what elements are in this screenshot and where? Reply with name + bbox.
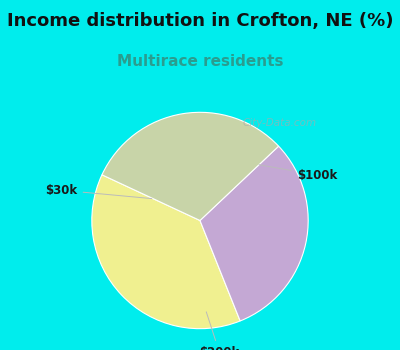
Wedge shape xyxy=(102,112,279,220)
Text: $30k: $30k xyxy=(46,184,152,198)
Text: $100k: $100k xyxy=(259,165,337,182)
Wedge shape xyxy=(92,175,240,329)
Text: $200k: $200k xyxy=(199,312,240,350)
Text: Income distribution in Crofton, NE (%): Income distribution in Crofton, NE (%) xyxy=(7,12,393,30)
Text: City-Data.com: City-Data.com xyxy=(242,118,316,128)
Text: Multirace residents: Multirace residents xyxy=(117,54,283,69)
Wedge shape xyxy=(200,146,308,321)
